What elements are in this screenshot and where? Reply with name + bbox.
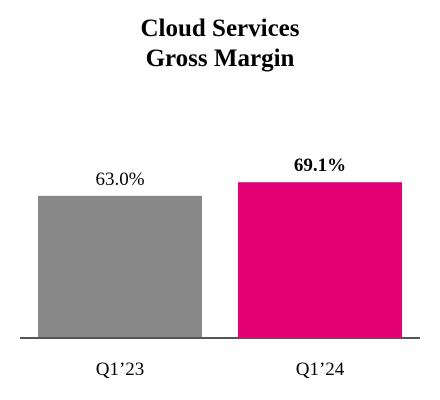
category-label-2: Q1’24	[296, 359, 345, 380]
chart-title-line1: Cloud Services	[140, 15, 300, 42]
chart-title: Cloud Services Gross Margin	[0, 14, 440, 74]
chart-title-line2: Gross Margin	[145, 45, 295, 72]
category-label-1: Q1’23	[96, 359, 145, 380]
bars-group: 63.0% Q1’23 69.1% Q1’24	[38, 155, 402, 380]
bar-2	[238, 182, 402, 337]
bar-1	[38, 195, 202, 337]
value-label-1: 63.0%	[95, 169, 144, 190]
value-label-2: 69.1%	[294, 155, 346, 176]
